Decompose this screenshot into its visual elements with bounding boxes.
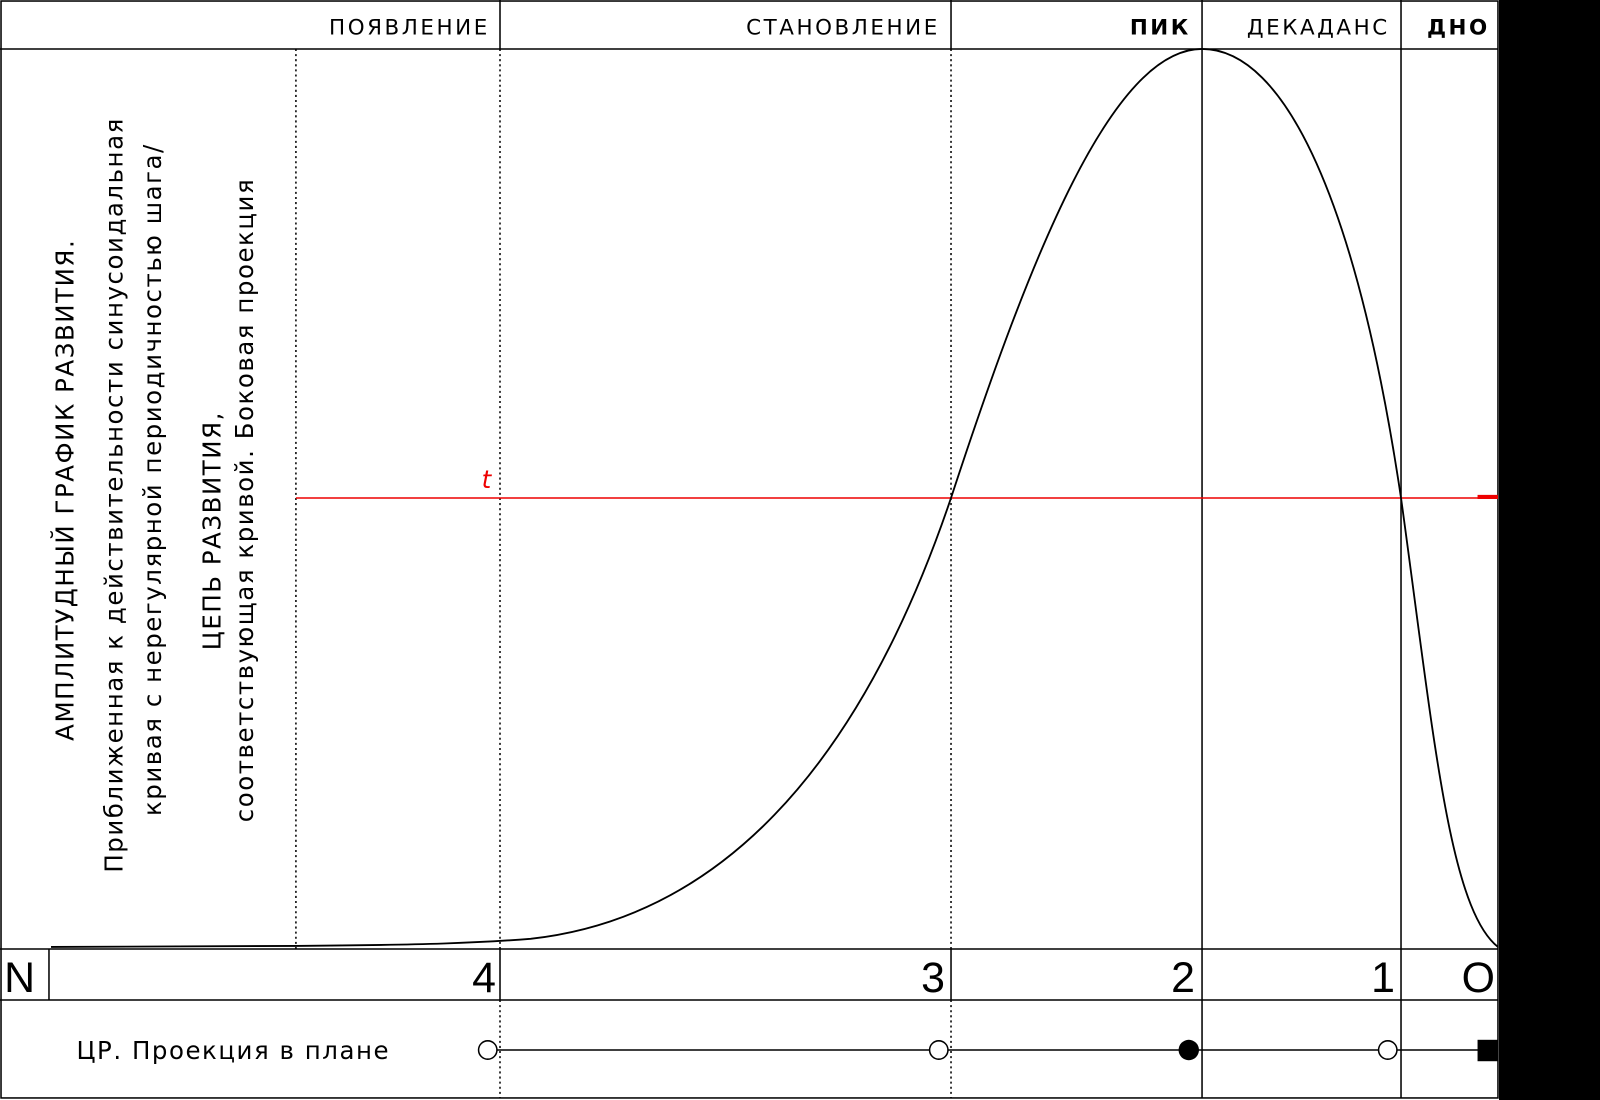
side-description: кривая с нерегулярной периодичностью шаг… <box>138 143 167 816</box>
side-description: Приближенная к действительности синусоид… <box>99 117 128 873</box>
side-subtitle: соответствующая кривой. Боковая проекция <box>230 178 259 822</box>
stage-number: O <box>1462 954 1495 1002</box>
side-title: АМПЛИТУДНЫЙ ГРАФИК РАЗВИТИЯ. <box>50 239 79 741</box>
node-open <box>477 1040 498 1060</box>
development-curve <box>51 48 1499 948</box>
plan-label: ЦР. Проекция в плане <box>77 1036 391 1065</box>
node-filled <box>1178 1039 1199 1061</box>
edge-band <box>1498 0 1600 1100</box>
phase-label: ПОЯВЛЕНИЕ <box>329 16 490 41</box>
stage-number: 3 <box>921 954 945 1002</box>
threshold-label: t <box>482 465 493 494</box>
phase-label: ДЕКАДАНС <box>1247 16 1390 41</box>
stage-number: 1 <box>1371 954 1395 1002</box>
node-square <box>1477 1039 1498 1062</box>
phase-label: СТАНОВЛЕНИЕ <box>746 16 940 41</box>
node-open <box>928 1040 949 1060</box>
frame <box>0 0 1499 1099</box>
stage-number: N <box>4 954 35 1002</box>
phase-label: ПИК <box>1130 16 1191 41</box>
node-open <box>1377 1040 1398 1060</box>
stage-number: 4 <box>472 954 496 1002</box>
stage-number: 2 <box>1171 954 1195 1002</box>
phase-label: ДНО <box>1427 16 1490 41</box>
side-subtitle: ЦЕПЬ РАЗВИТИЯ, <box>197 411 226 650</box>
